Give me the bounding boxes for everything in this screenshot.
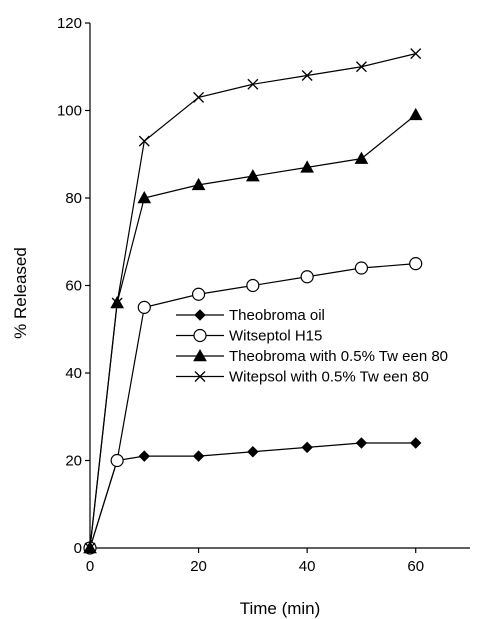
- y-tick-label: 0: [74, 540, 82, 557]
- data-point: [354, 151, 369, 164]
- legend-label: Witepsol with 0.5% Tw een 80: [229, 369, 429, 386]
- data-point: [301, 441, 313, 454]
- series-1: [84, 437, 422, 554]
- x-tick-label: 20: [190, 558, 207, 575]
- axes: [89, 23, 470, 549]
- series-line: [89, 263, 416, 549]
- y-tick-label: 60: [65, 278, 82, 295]
- data-point: [300, 160, 314, 173]
- data-point: [191, 177, 206, 191]
- data-point: [110, 453, 124, 468]
- data-point: [193, 91, 205, 103]
- data-point: [84, 542, 96, 554]
- data-point: [410, 48, 422, 60]
- y-tick-label: 40: [65, 365, 82, 382]
- data-point: [191, 287, 206, 301]
- data-point: [410, 437, 422, 449]
- data-point: [137, 300, 151, 314]
- data-point: [409, 257, 423, 271]
- legend-entry: Theobroma oil: [176, 307, 325, 324]
- ticks: 0 20 40 60 80 100 120 0 20 40 60: [57, 15, 424, 575]
- data-point: [300, 270, 314, 284]
- legend-marker: [193, 328, 207, 343]
- y-axis-title: % Released: [11, 247, 30, 339]
- series-layer: [83, 48, 423, 555]
- legend-label: Theobroma oil: [229, 307, 325, 324]
- series-2: [83, 257, 423, 555]
- x-tick-label: 60: [407, 558, 424, 575]
- legend: Theobroma oil Witseptol H15 Theobroma with…: [176, 307, 448, 386]
- data-point: [355, 61, 367, 73]
- y-tick-label: 100: [57, 103, 82, 120]
- data-point: [138, 450, 150, 462]
- data-point: [301, 70, 313, 81]
- data-point: [247, 78, 259, 90]
- data-point: [138, 135, 150, 147]
- series-line: [89, 53, 416, 549]
- data-point: [111, 297, 123, 309]
- legend-marker: [194, 309, 206, 321]
- data-point: [137, 190, 152, 204]
- data-point: [354, 261, 369, 275]
- legend-marker: [193, 348, 207, 362]
- series-4: [84, 48, 422, 554]
- legend-label: Theobroma with 0.5% Tw een 80: [229, 348, 448, 365]
- legend-marker: [194, 371, 206, 382]
- y-tick-label: 80: [65, 190, 82, 207]
- data-point: [192, 450, 205, 462]
- legend-entry: Witseptol H15: [176, 328, 322, 345]
- legend-entry: Theobroma with 0.5% Tw een 80: [176, 348, 448, 365]
- data-point: [246, 169, 260, 182]
- x-tick-label: 40: [299, 558, 316, 575]
- data-point: [247, 446, 259, 458]
- data-point: [408, 107, 423, 121]
- data-point: [355, 437, 368, 449]
- data-point: [246, 278, 260, 293]
- series-line: [89, 114, 417, 549]
- legend-entry: Witepsol with 0.5% Tw een 80: [176, 369, 429, 386]
- legend-label: Witseptol H15: [229, 328, 322, 345]
- series-line: [89, 442, 416, 549]
- y-tick-label: 20: [65, 453, 82, 470]
- x-tick-label: 0: [86, 558, 94, 575]
- x-axis-title: Time (min): [240, 599, 321, 618]
- y-tick-label: 120: [57, 15, 82, 32]
